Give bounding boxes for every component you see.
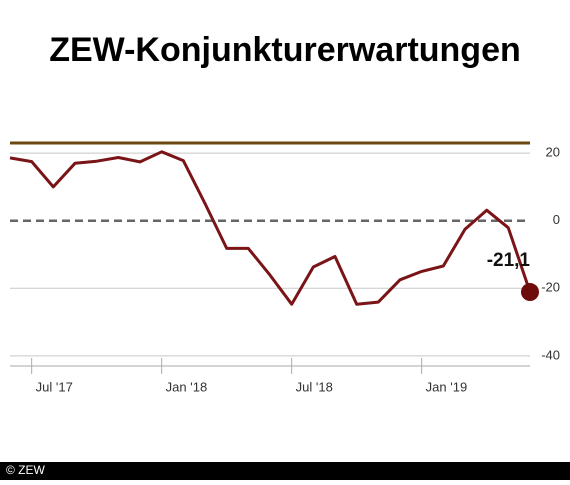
y-tick-label: 0 bbox=[553, 212, 560, 227]
y-tick-label: -40 bbox=[541, 347, 560, 362]
y-tick-label: -20 bbox=[541, 280, 560, 295]
y-tick-label: 20 bbox=[546, 145, 560, 160]
line-series bbox=[9, 150, 532, 306]
x-tick-label: Jan '19 bbox=[426, 379, 468, 394]
x-tick-label: Jul '18 bbox=[296, 379, 333, 394]
x-tick-label: Jan '18 bbox=[166, 379, 208, 394]
footer-bar bbox=[0, 462, 570, 480]
value-label: -21,1 bbox=[487, 250, 531, 271]
source: © ZEW bbox=[6, 463, 46, 477]
end-marker bbox=[521, 283, 539, 302]
chart-title: ZEW-Konjunkturerwartungen bbox=[49, 31, 521, 69]
x-tick-label: Jul '17 bbox=[36, 379, 73, 394]
